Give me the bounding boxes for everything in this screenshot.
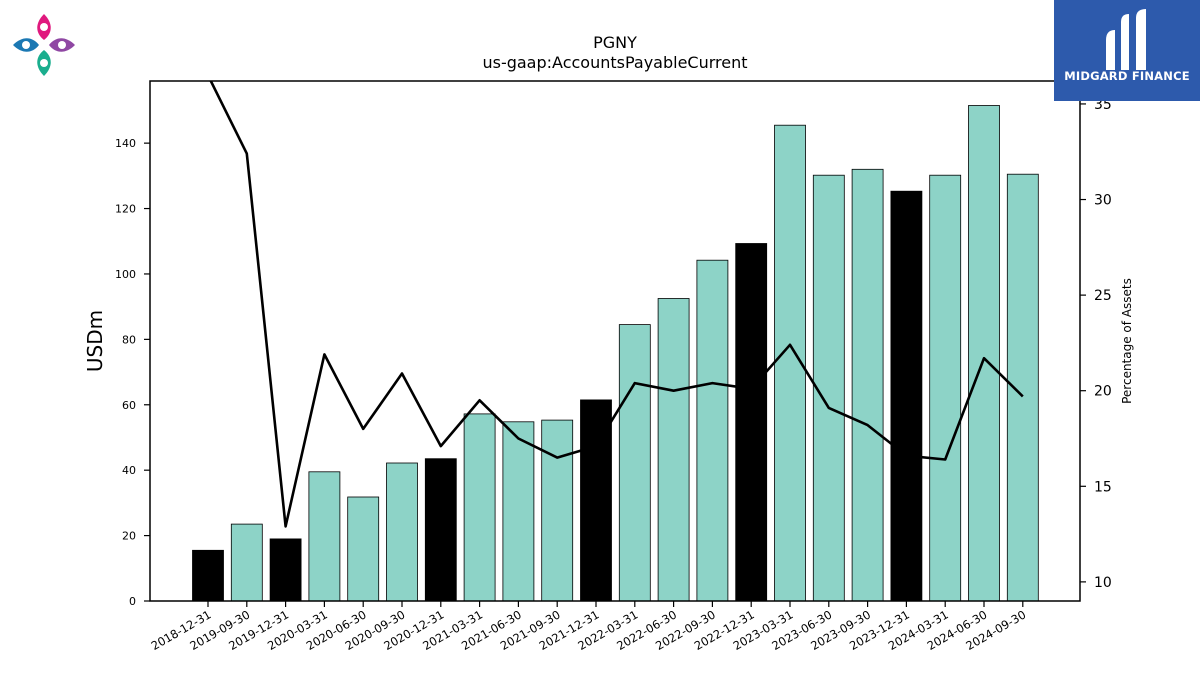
bar-2020-06-30 [347,496,380,602]
bar-2021-12-31 [580,399,612,602]
left-tick-label-0: 0 [129,595,136,608]
bar-2021-03-31 [463,413,496,602]
left-tick-label-80: 80 [122,333,136,346]
plot-frame [149,80,1081,602]
bar-2020-12-31 [424,458,457,602]
bar-2024-09-30 [1006,173,1039,602]
bar-2021-09-30 [541,419,574,602]
bar-2022-09-30 [696,259,729,602]
bar-2022-12-31 [735,243,768,602]
right-tick-label-15: 15 [1094,479,1112,495]
right-tick-label-20: 20 [1094,384,1112,400]
left-tick-label-140: 140 [115,137,136,150]
right-tick-label-30: 30 [1094,193,1112,209]
left-tick-label-60: 60 [122,399,136,412]
right-tick-label-10: 10 [1094,575,1112,591]
brand-logo-icon [1106,9,1146,70]
bar-2020-03-31 [308,471,341,602]
y-axis-label: USDm [83,310,107,372]
bar-2018-12-31 [192,549,224,602]
bar-2023-09-30 [851,168,884,602]
percent-of-assets-line [209,81,1024,528]
left-tick-label-20: 20 [122,530,136,543]
bar-2023-06-30 [812,174,845,602]
left-tick-label-120: 120 [115,203,136,216]
bar-2020-09-30 [386,462,418,602]
bar-2019-09-30 [230,523,263,602]
bar-2023-12-31 [890,190,923,602]
y2-axis-label: Percentage of Assets [1120,278,1134,404]
chart-subtitle: us-gaap:AccountsPayableCurrent [482,53,748,72]
petal-logo-icon [13,14,75,76]
right-tick-label-25: 25 [1094,288,1112,304]
bar-2019-12-31 [269,538,302,602]
left-tick-label-40: 40 [122,464,136,477]
x-axis: 2018-12-312019-09-302019-12-312020-03-31… [149,601,1028,653]
line-layer [209,81,1024,528]
brand-name: MIDGARD FINANCE [1064,69,1190,83]
brand-badge: MIDGARD FINANCE [1054,0,1200,101]
bar-2022-03-31 [618,324,651,602]
left-axis: 0 20 40 60 80 100 120 140 [115,137,150,608]
bar-2022-06-30 [657,298,690,602]
left-tick-label-100: 100 [115,268,136,281]
bar-2024-03-31 [929,174,962,602]
bars-layer [192,105,1039,602]
chart-title: PGNY [593,33,637,52]
bar-2021-06-30 [502,421,535,602]
bar-2024-06-30 [968,105,1000,602]
